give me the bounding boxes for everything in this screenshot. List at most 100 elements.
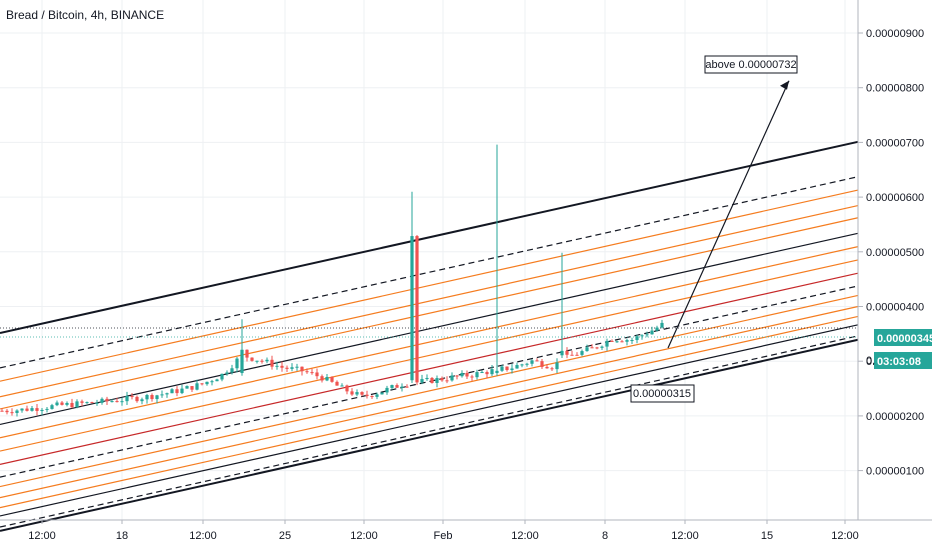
candle-body: [440, 378, 444, 381]
candle-body: [525, 363, 529, 365]
channel-line: [0, 338, 859, 532]
candle-body: [510, 368, 514, 371]
candle-body: [35, 408, 39, 411]
candle-body: [375, 394, 379, 397]
candle-body: [505, 366, 509, 371]
candle-body: [430, 377, 434, 383]
candle-body: [320, 376, 324, 381]
candle-body: [480, 372, 484, 374]
candle-body: [420, 379, 424, 383]
candle-body: [590, 347, 594, 349]
candle-body: [60, 402, 64, 405]
candle-body: [390, 385, 394, 388]
y-tick-label: 0.00000100: [866, 466, 924, 478]
candle-body: [520, 364, 524, 366]
candle-body: [660, 322, 664, 328]
candle-body: [575, 354, 579, 356]
channel-line: [0, 324, 859, 517]
candle-body: [230, 368, 234, 373]
candle-body: [95, 402, 99, 404]
candle-body: [550, 368, 554, 370]
candle-body: [140, 399, 144, 402]
candle-body: [55, 402, 59, 406]
candle-body: [515, 365, 519, 369]
y-tick-label: 0.00000800: [866, 83, 924, 95]
x-tick-label: 15: [761, 530, 773, 542]
candle-body: [485, 372, 489, 375]
candle-body: [365, 394, 369, 397]
candle-body: [565, 350, 569, 355]
price-axis[interactable]: 0.00000900 0.00000800 0.00000700 0.00000600…: [857, 0, 932, 520]
candle-body: [65, 402, 69, 405]
candle-body: [360, 392, 364, 395]
candle-body: [295, 366, 299, 368]
candle-body: [450, 375, 454, 381]
candle-body: [285, 367, 289, 369]
channel-line: [0, 140, 859, 334]
candle-body: [120, 401, 124, 403]
channel-line: [0, 259, 859, 452]
candle-body: [380, 392, 384, 395]
candle-body: [270, 359, 274, 367]
candle-body: [90, 402, 94, 404]
candle-body: [85, 402, 89, 404]
candle-body: [215, 379, 219, 382]
x-tick-label: 12:00: [28, 530, 56, 542]
candle-body: [240, 349, 244, 374]
channel-line: [0, 189, 859, 382]
candle-body: [460, 373, 464, 377]
x-tick-label: 12:00: [511, 530, 539, 542]
channel-line: [0, 285, 859, 478]
candle-body: [580, 351, 584, 355]
candle-body: [410, 236, 414, 381]
candle-body: [405, 386, 409, 388]
candle-body: [545, 366, 549, 369]
candle-body: [585, 347, 589, 352]
candle-body: [205, 381, 209, 385]
target-callout[interactable]: [704, 55, 798, 74]
candle-body: [80, 401, 84, 403]
candle-body: [465, 373, 469, 377]
candle-body: [75, 401, 79, 408]
candle-body: [290, 367, 294, 369]
candle-body: [425, 377, 429, 380]
candle-body: [395, 385, 399, 388]
candle-body: [50, 405, 54, 409]
candle-body: [0, 410, 4, 412]
candle-body: [600, 346, 604, 348]
channel-line: [0, 294, 859, 488]
candle-body: [655, 327, 659, 331]
candle-body: [400, 386, 404, 388]
candle-body: [625, 340, 629, 342]
candle-body: [300, 366, 304, 372]
channel-line: [0, 232, 859, 426]
candle-body: [330, 376, 334, 382]
candle-body: [560, 350, 564, 356]
candle-body: [5, 410, 9, 413]
support-callout[interactable]: [630, 384, 695, 403]
x-tick-label: 12:00: [831, 530, 859, 542]
candle-body: [335, 381, 339, 386]
countdown-label: 03:03:08: [877, 356, 921, 368]
candle-body: [15, 410, 19, 413]
x-tick-label: 25: [279, 530, 291, 542]
countdown-badge: [874, 352, 932, 369]
channel-line: [0, 272, 859, 465]
candle-body: [500, 366, 504, 371]
candle-body: [30, 408, 34, 411]
candle-body: [310, 372, 314, 374]
candle-body: [180, 388, 184, 394]
candle-body: [595, 347, 599, 349]
candle-body: [190, 386, 194, 390]
target-arrow: [667, 80, 790, 349]
y-tick-label: 0.00000500: [866, 247, 924, 259]
last-price-label: 0.00000345: [877, 333, 932, 345]
time-axis[interactable]: 12:00 18 12:00 25 12:00 Feb 12:00 8 12:00 15 12:00: [0, 519, 932, 542]
last-price-badge: [874, 329, 932, 346]
candle-body: [115, 401, 119, 403]
candle-body: [260, 360, 264, 362]
candle-body: [165, 393, 169, 395]
candle-body: [455, 375, 459, 377]
candle-body: [265, 359, 269, 362]
